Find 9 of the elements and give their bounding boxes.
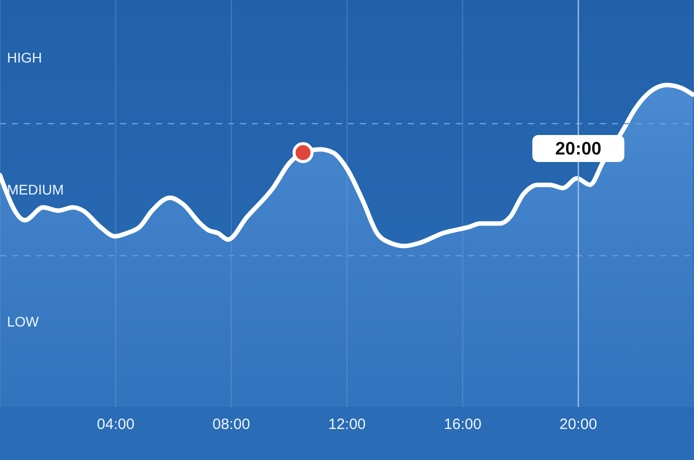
x-tick-label: 04:00 [96, 416, 134, 433]
ref-line-label: 20:00 [555, 138, 602, 158]
x-tick-label: 16:00 [444, 416, 482, 433]
annotation: LOW [7, 314, 40, 330]
x-tick-label: 08:00 [212, 416, 250, 433]
text: HIGH [7, 50, 42, 66]
x-tick-label: 20:00 [560, 416, 598, 433]
annotation: MEDIUM [7, 182, 64, 198]
x-tick-label: 12:00 [328, 416, 366, 433]
